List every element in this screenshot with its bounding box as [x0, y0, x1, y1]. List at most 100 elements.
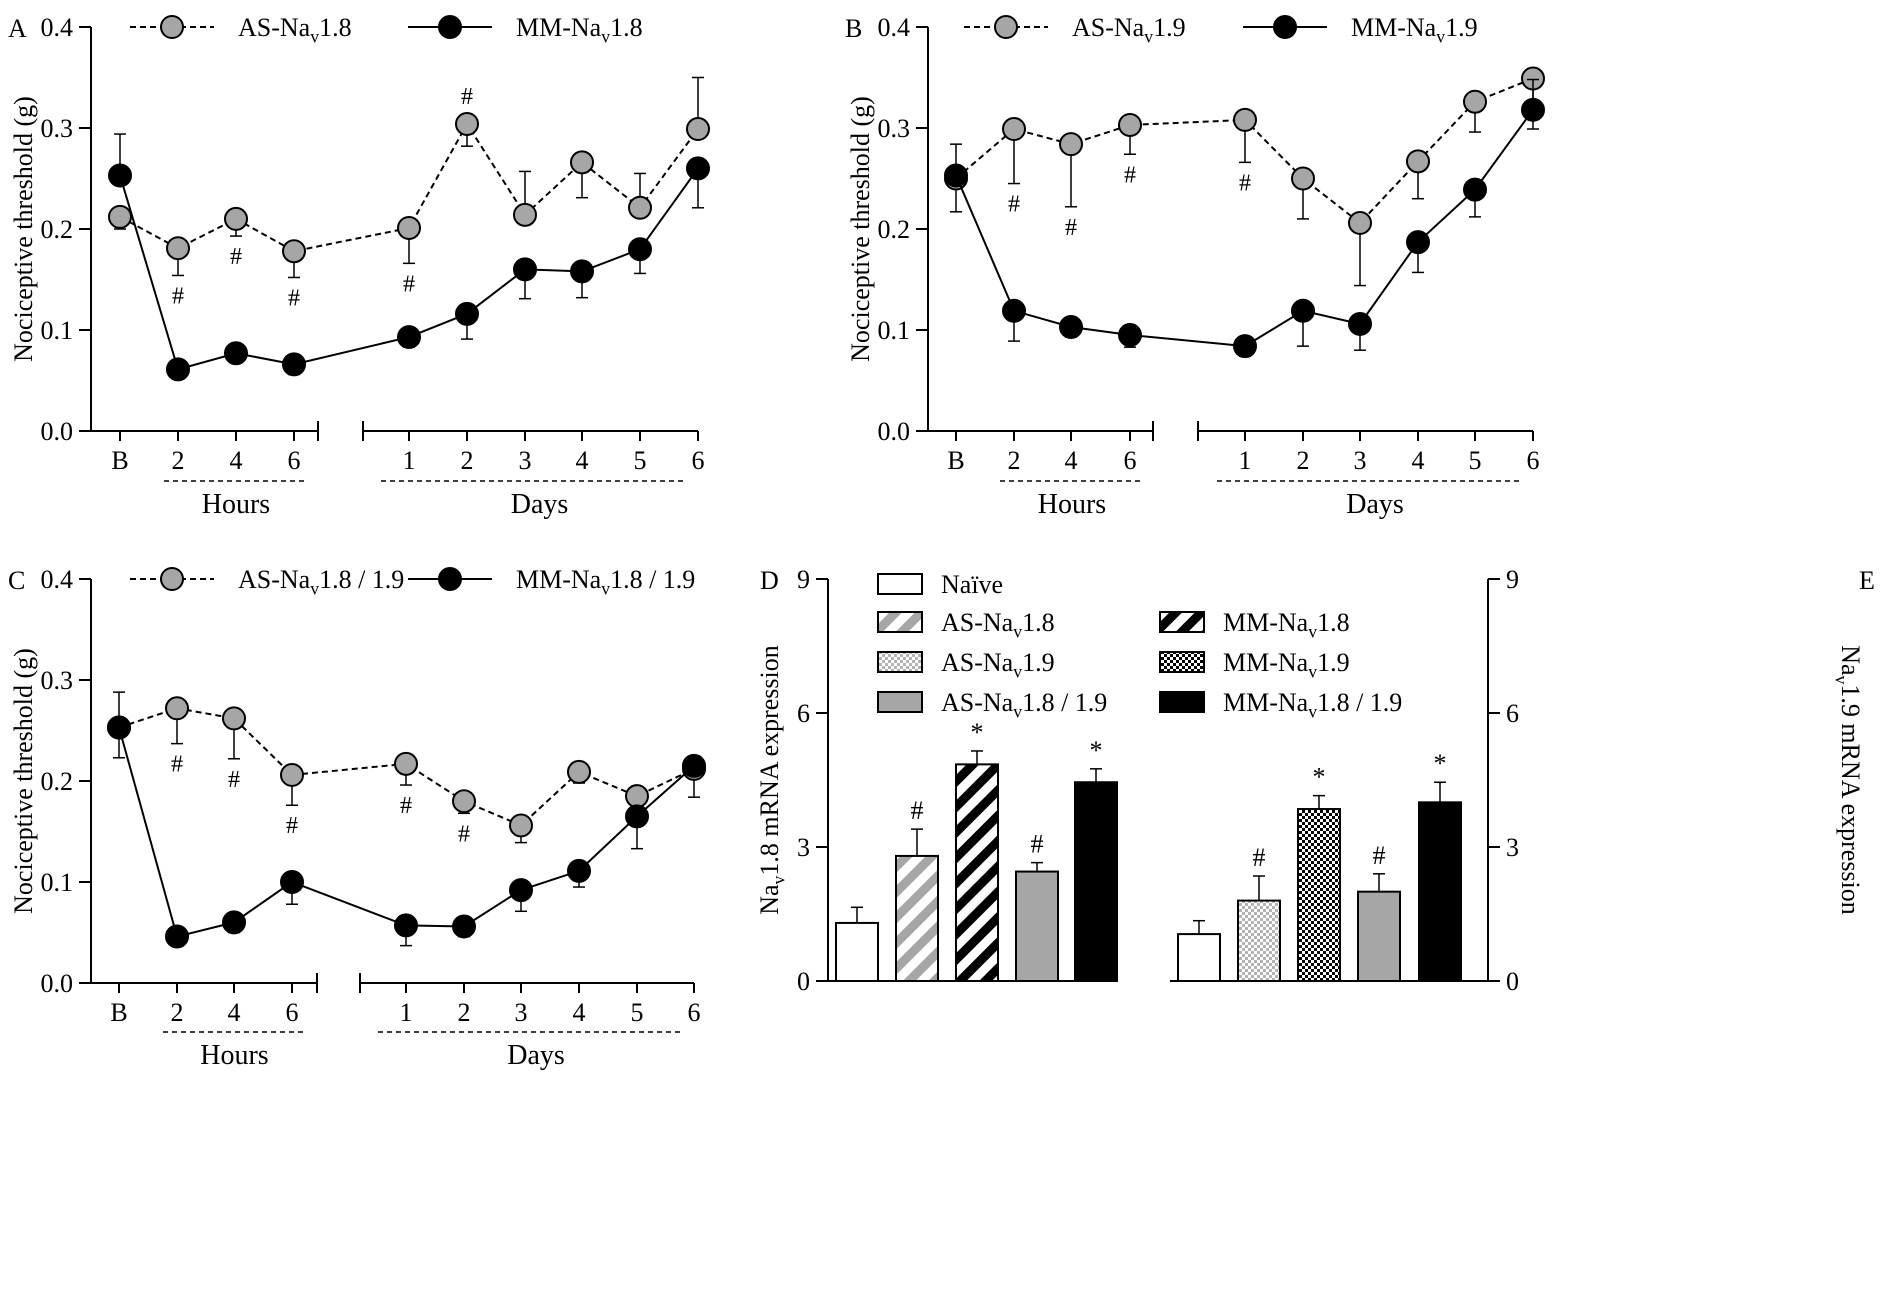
y-axis-label: Nociceptive threshold (g): [846, 96, 875, 362]
data-point: [567, 759, 591, 784]
panel-letter: D: [760, 566, 779, 595]
data-point: [452, 914, 476, 939]
legend-marker: [438, 15, 462, 39]
x-tick-label: 5: [634, 446, 647, 475]
panel-letter: C: [8, 566, 25, 595]
significance-marker: *: [971, 718, 984, 747]
data-point: [455, 111, 479, 136]
data-point: [625, 804, 649, 829]
y-tick-label: 0.3: [878, 114, 911, 143]
y-tick-label: 3: [1506, 833, 1519, 862]
data-point: [513, 257, 537, 282]
data-point: [1059, 314, 1083, 339]
data-point: [682, 753, 706, 778]
y-tick-label: 0.0: [878, 417, 911, 446]
data-point: [1463, 89, 1487, 114]
x-tick-label: 2: [458, 998, 471, 1027]
legend-label: AS-Nav1.9: [1072, 13, 1186, 47]
legend-marker: [1273, 15, 1297, 39]
significance-marker: #: [1239, 170, 1251, 196]
legend-label: AS-Nav1.8 / 1.9: [941, 688, 1107, 722]
bar: [1237, 899, 1281, 982]
x-tick-label: B: [111, 446, 128, 475]
x-tick-label: 4: [230, 446, 243, 475]
x-tick-label: B: [947, 446, 964, 475]
x-tick-label: 2: [1297, 446, 1310, 475]
significance-marker: #: [911, 796, 924, 825]
data-point: [570, 150, 594, 175]
data-point: [1291, 166, 1315, 191]
significance-marker: #: [458, 821, 470, 847]
data-point: [107, 715, 131, 740]
significance-marker: #: [1124, 162, 1136, 188]
data-point: [394, 751, 418, 776]
data-point: [165, 924, 189, 949]
data-point: [455, 301, 479, 326]
significance-marker: *: [1434, 749, 1447, 778]
x-tick-label: 6: [286, 998, 299, 1027]
panel-c-chart: C 0.0 0.1 0.2 0.3 0.4 Nociceptive threshold (g…: [8, 565, 706, 1071]
legend-label: AS-Nav1.8: [238, 13, 352, 47]
significance-marker: #: [461, 84, 473, 110]
legend-label: AS-Nav1.9: [941, 648, 1055, 682]
x-tick-label: 2: [171, 998, 184, 1027]
data-point: [944, 163, 968, 188]
data-point: [166, 357, 190, 382]
series-mm: [108, 133, 710, 382]
bar: [895, 854, 939, 983]
days-label: Days: [511, 489, 569, 520]
legend-label: MM-Nav1.8: [516, 13, 643, 47]
x-tick-label: 1: [1239, 446, 1252, 475]
bar: [1015, 870, 1059, 982]
legend-swatch: [1159, 691, 1205, 713]
significance-marker: #: [230, 244, 242, 270]
significance-marker: #: [400, 793, 412, 819]
y-axis-label-e: Nav1.9 mRNA expression: [1832, 645, 1866, 915]
data-point: [686, 156, 710, 181]
data-point: [1406, 149, 1430, 174]
x-tick-label: 4: [228, 998, 241, 1027]
bar: [835, 921, 879, 983]
data-point: [686, 117, 710, 142]
hours-label: Hours: [202, 489, 270, 520]
y-tick-label: 0.0: [41, 969, 74, 998]
legend-swatch: [877, 573, 923, 595]
y-axis-label: Nociceptive threshold (g): [9, 96, 38, 362]
series-line: [119, 167, 699, 371]
data-point: [1002, 298, 1026, 323]
data-point: [224, 341, 248, 366]
data-point: [282, 239, 306, 264]
y-tick-label: 6: [1506, 699, 1519, 728]
data-point: [625, 784, 649, 809]
x-tick-label: 2: [172, 446, 185, 475]
x-tick-label: 3: [519, 446, 532, 475]
legend-swatch: [877, 611, 923, 633]
x-tick-label: 4: [1065, 446, 1078, 475]
legend-label: MM-Nav1.8 / 1.9: [1223, 688, 1402, 722]
significance-marker: #: [1373, 841, 1386, 870]
legend-label: Naïve: [941, 570, 1003, 599]
y-tick-label: 0.1: [878, 316, 911, 345]
legend-label: MM-Nav1.8 / 1.9: [516, 565, 695, 599]
legend-label: AS-Nav1.8 / 1.9: [238, 565, 404, 599]
x-tick-label: 6: [1124, 446, 1137, 475]
significance-marker: #: [172, 283, 184, 309]
bar: [1177, 933, 1221, 982]
legend-label: AS-Nav1.8: [941, 608, 1055, 642]
y-tick-label: 0.4: [41, 565, 74, 594]
significance-marker: #: [1065, 215, 1077, 241]
significance-marker: #: [286, 813, 298, 839]
series-mm: [944, 78, 1545, 359]
y-tick-label: 9: [797, 565, 810, 594]
data-point: [1118, 323, 1142, 348]
y-tick-label: 0.2: [878, 215, 911, 244]
data-point: [397, 215, 421, 240]
x-tick-label: B: [110, 998, 127, 1027]
y-tick-label: 9: [1506, 565, 1519, 594]
y-tick-label: 0: [1506, 967, 1519, 996]
data-point: [570, 259, 594, 284]
series-line: [955, 77, 1534, 225]
data-point: [165, 696, 189, 721]
data-point: [222, 910, 246, 935]
data-point: [509, 813, 533, 838]
